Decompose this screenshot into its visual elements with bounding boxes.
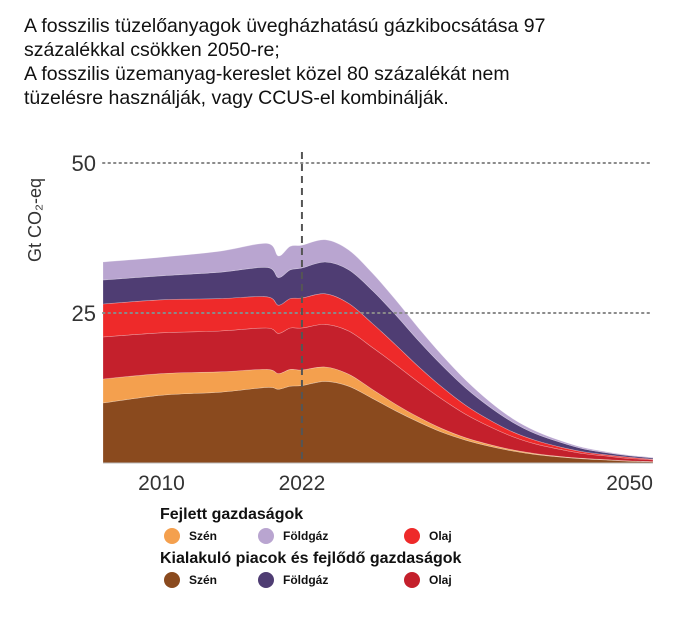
legend-group-title-emerging: Kialakuló piacok és fejlődő gazdaságok [160,550,462,567]
legend-label-advanced-coal: Szén [189,529,218,543]
legend-item-advanced-oil: Olaj [404,528,452,544]
area-series-6 [102,239,654,459]
legend-label-advanced-gas: Földgáz [283,529,329,543]
y-tick-label-25: 25 [72,301,96,326]
y-tick-label-50: 50 [72,151,96,176]
legend-row-advanced: Szén Földgáz Olaj [160,525,580,549]
legend-swatch-advanced-gas [258,528,274,544]
legend-swatch-emerging-gas [258,572,274,588]
chart-title: A fosszilis tüzelőanyagok üvegházhatású … [24,14,674,110]
legend-label-advanced-oil: Olaj [429,529,452,543]
title-line-1: A fosszilis tüzelőanyagok üvegházhatású … [24,15,546,37]
legend-item-emerging-oil: Olaj [404,572,452,588]
x-tick-label-2010: 2010 [138,472,185,495]
emissions-area-chart: 25 50 2010 2022 2050 Gt CO₂-eq [25,151,654,495]
legend-label-emerging-gas: Földgáz [283,573,329,587]
legend: Fejlett gazdaságok Szén Földgáz Olaj Kia… [160,505,580,593]
y-axis-label: Gt CO₂-eq [25,178,45,262]
legend-swatch-emerging-coal [164,572,180,588]
legend-label-emerging-coal: Szén [189,573,218,587]
legend-item-advanced-coal: Szén [164,528,217,544]
legend-swatch-advanced-coal [164,528,180,544]
legend-swatch-emerging-oil [404,572,420,588]
legend-group-title-advanced: Fejlett gazdaságok [160,506,304,523]
legend-row-emerging: Szén Földgáz Olaj [160,569,580,593]
x-tick-label-2050: 2050 [606,472,653,495]
legend-item-advanced-gas: Földgáz [258,528,328,544]
title-line-4: tüzelésre használják, vagy CCUS-el kombi… [24,87,449,109]
legend-item-emerging-coal: Szén [164,572,217,588]
title-line-2: százalékkal csökken 2050-re; [24,39,280,61]
legend-swatch-advanced-oil [404,528,420,544]
legend-item-emerging-gas: Földgáz [258,572,328,588]
x-tick-label-2022: 2022 [279,472,326,495]
title-line-3: A fosszilis üzemanyag-kereslet közel 80 … [24,63,510,85]
legend-label-emerging-oil: Olaj [429,573,452,587]
